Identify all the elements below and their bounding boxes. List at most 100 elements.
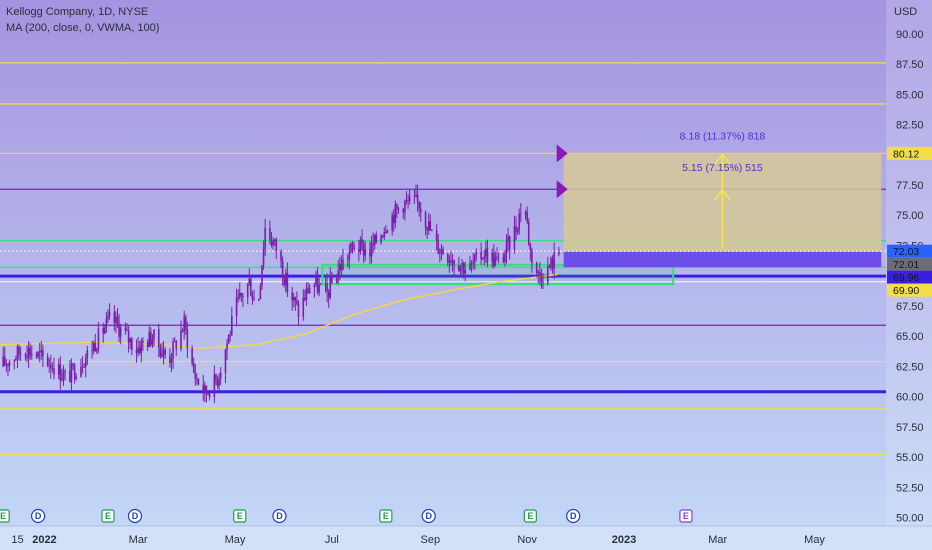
dividend-event-icon[interactable] [127, 508, 143, 524]
candle-body [520, 213, 522, 215]
candle-body [235, 297, 238, 317]
candle-body [304, 297, 306, 301]
candle-body [383, 232, 386, 237]
candle-body [537, 272, 540, 274]
earnings-event-icon[interactable] [233, 509, 247, 523]
candle-body [292, 297, 295, 301]
candle-body [113, 312, 116, 323]
stop-zone[interactable] [563, 251, 882, 268]
candle-body [197, 378, 200, 385]
indicator-legend[interactable]: MA (200, close, 0, VWMA, 100) [6, 22, 159, 34]
candle-body [470, 262, 473, 264]
candle-body [226, 343, 228, 350]
candle-body [81, 366, 84, 368]
measure-annotation[interactable]: 8.18 (11.37%) 818 [680, 130, 766, 142]
candle-body [115, 316, 117, 323]
candle-body [431, 230, 433, 232]
symbol-title[interactable]: Kellogg Company, 1D, NYSE [6, 6, 148, 18]
price-label-text: 69.90 [893, 285, 919, 297]
y-tick-label: 85.00 [896, 89, 924, 101]
earnings-event-icon[interactable] [679, 509, 693, 523]
time-axis[interactable]: 15 2022 Mar May Jul Sep Nov 2023 Mar May [11, 534, 825, 546]
x-tick-label: May [804, 534, 825, 546]
candle-body [358, 249, 360, 252]
candle-body [72, 363, 74, 366]
candle-body [173, 340, 176, 342]
candle-body [342, 259, 344, 270]
candle-body [97, 328, 100, 350]
support-zone-box[interactable] [321, 263, 675, 286]
candle-body [307, 288, 309, 294]
candle-body [253, 299, 255, 301]
candle-body [146, 342, 149, 347]
price-label-text: 72.01 [893, 259, 919, 271]
candle-body [429, 221, 432, 231]
candle-body [164, 349, 166, 356]
candle-body [42, 350, 44, 357]
target-flag-icon[interactable] [556, 180, 568, 199]
candle-body [237, 297, 239, 298]
event-letter: E [383, 511, 389, 521]
candle-body [553, 252, 555, 269]
candle-body [16, 346, 19, 359]
candle-body [186, 329, 189, 349]
candle-body [404, 201, 406, 213]
target-flag-icon[interactable] [556, 144, 568, 163]
dividend-event-icon[interactable] [566, 508, 581, 524]
candle-body [196, 378, 198, 380]
candle-body [248, 278, 251, 284]
event-letter: D [132, 511, 139, 521]
candle-body [281, 260, 284, 279]
event-letter: E [105, 511, 111, 521]
candle-body [327, 291, 330, 298]
candle-body [485, 248, 487, 257]
candle-body [535, 262, 538, 273]
candle-body [348, 252, 351, 260]
dividend-event-icon[interactable] [421, 508, 436, 524]
candle-body [442, 249, 444, 255]
candle-body [175, 340, 178, 349]
candle-body [453, 260, 455, 266]
measure-annotation[interactable]: 5.15 (7.15%) 515 [682, 162, 763, 174]
candle-body [283, 278, 286, 286]
arrow-head-icon [713, 189, 732, 201]
dividend-event-icon[interactable] [31, 508, 46, 524]
candle-body [180, 330, 182, 349]
candle-body [540, 276, 543, 283]
candle-body [335, 278, 338, 284]
candle-body [69, 370, 71, 383]
candle-body [86, 350, 89, 358]
earnings-event-icon[interactable] [379, 509, 393, 523]
candle-body [286, 273, 289, 293]
candle-body [62, 372, 65, 380]
candle-body [464, 269, 467, 274]
candle-body [181, 330, 184, 332]
candle-body [531, 250, 533, 263]
candle-body [183, 316, 185, 332]
candle-body [35, 354, 38, 357]
candle-body [297, 303, 300, 317]
y-tick-label: 75.00 [896, 210, 924, 222]
candle-body [364, 249, 366, 256]
candle-body [486, 248, 489, 262]
earnings-event-icon[interactable] [0, 509, 10, 523]
candle-body [227, 334, 230, 344]
candle-body [269, 227, 271, 241]
candle-body [129, 338, 132, 343]
candle-body [497, 256, 500, 258]
earnings-event-icon[interactable] [523, 509, 537, 523]
candle-body [172, 341, 174, 360]
candle-body [57, 364, 60, 375]
earnings-event-icon[interactable] [101, 509, 115, 523]
candle-body [513, 226, 516, 250]
candle-body [426, 227, 428, 231]
candle-body [208, 393, 211, 398]
candle-body [169, 355, 171, 363]
candle-body [369, 249, 371, 257]
candle-body [370, 243, 373, 257]
price-label-text: 72.03 [893, 246, 919, 258]
dividend-event-icon[interactable] [272, 508, 287, 524]
